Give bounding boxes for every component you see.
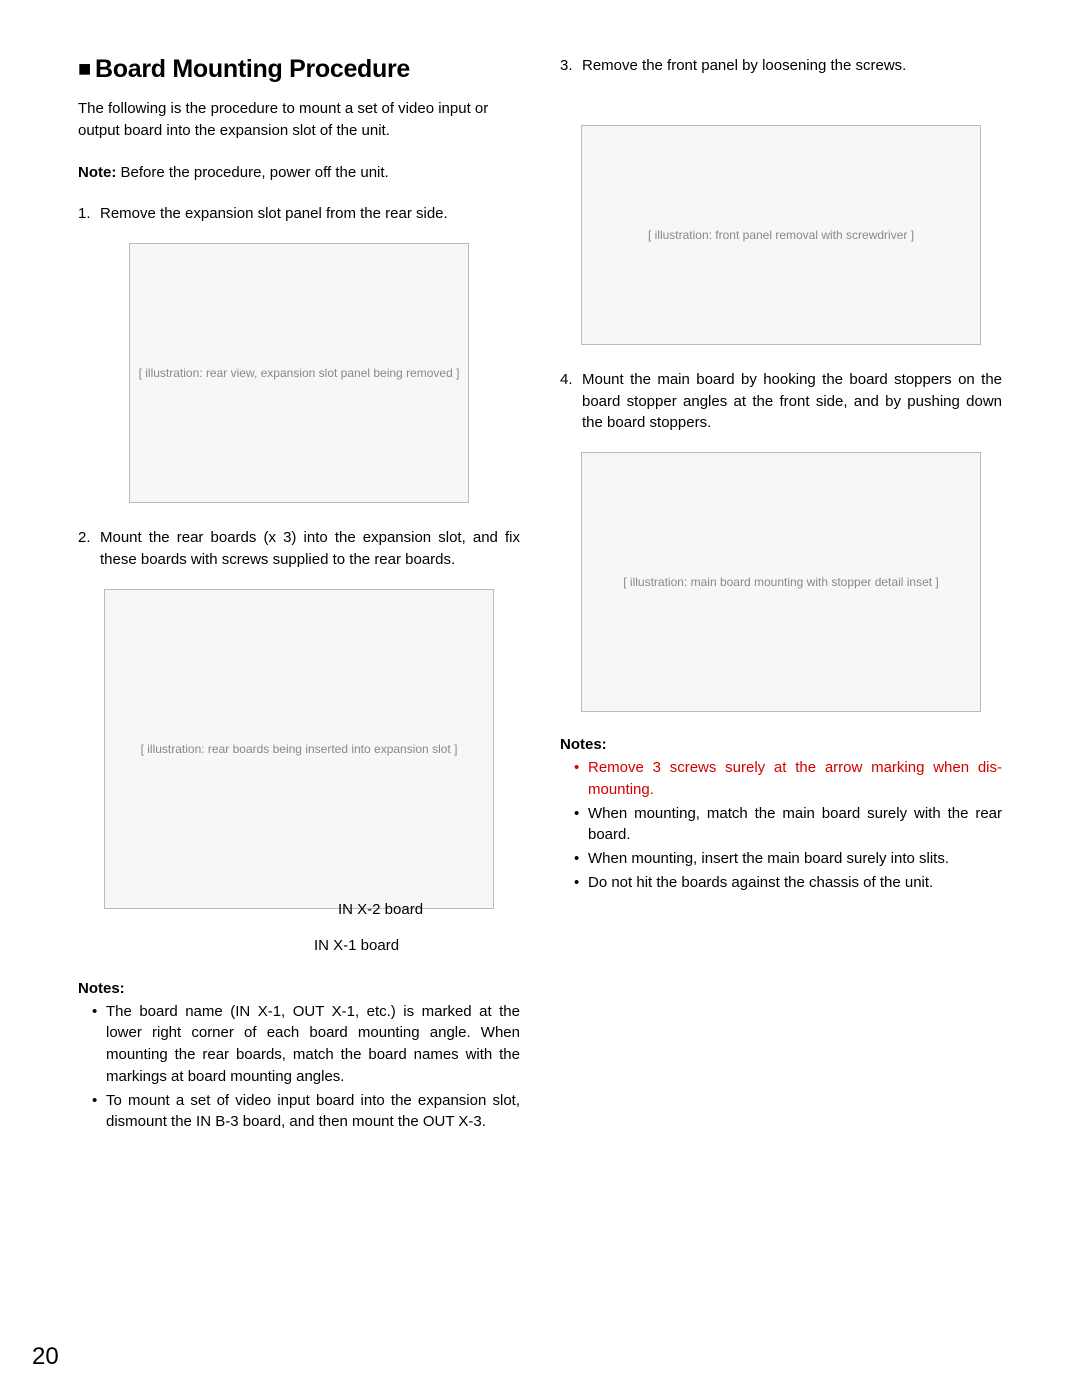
- right-note-3: When mounting, insert the main board sur…: [574, 848, 1002, 870]
- figure-1-placeholder: [ illustration: rear view, expansion slo…: [129, 243, 469, 503]
- right-notes: Remove 3 screws surely at the arrow mark…: [560, 757, 1002, 894]
- step-2: Mount the rear boards (x 3) into the exp…: [78, 527, 520, 571]
- right-note-4: Do not hit the boards against the chassi…: [574, 872, 1002, 894]
- figure-4-placeholder: [ illustration: main board mounting with…: [581, 452, 981, 712]
- left-steps-cont: Mount the rear boards (x 3) into the exp…: [78, 527, 520, 571]
- left-note-2: To mount a set of video input board into…: [92, 1090, 520, 1134]
- step-3: Remove the front panel by loosening the …: [560, 55, 1002, 77]
- step-4: Mount the main board by hooking the boar…: [560, 369, 1002, 434]
- pre-note: Note: Before the procedure, power off th…: [78, 162, 520, 184]
- figure-4: [ illustration: main board mounting with…: [560, 452, 1002, 712]
- fig2-label-2: IN X-1 board: [314, 935, 520, 958]
- figure-1: [ illustration: rear view, expansion slo…: [78, 243, 520, 503]
- right-note-1: Remove 3 screws surely at the arrow mark…: [574, 757, 1002, 801]
- figure-2-placeholder: [ illustration: rear boards being insert…: [104, 589, 494, 909]
- left-note-1: The board name (IN X-1, OUT X-1, etc.) i…: [92, 1001, 520, 1088]
- figure-2: [ illustration: rear boards being insert…: [78, 589, 520, 909]
- page-number: 20: [32, 1343, 59, 1371]
- left-notes: The board name (IN X-1, OUT X-1, etc.) i…: [78, 1001, 520, 1134]
- section-heading: ■Board Mounting Procedure: [78, 55, 520, 84]
- heading-text: Board Mounting Procedure: [95, 55, 410, 83]
- pre-note-label: Note:: [78, 164, 116, 181]
- pre-note-text: Before the procedure, power off the unit…: [116, 164, 388, 181]
- right-steps: Remove the front panel by loosening the …: [560, 55, 1002, 77]
- figure-3: [ illustration: front panel removal with…: [560, 95, 1002, 345]
- right-notes-heading: Notes:: [560, 736, 1002, 753]
- square-icon: ■: [78, 56, 91, 82]
- right-steps-cont: Mount the main board by hooking the boar…: [560, 369, 1002, 434]
- figure-3-placeholder: [ illustration: front panel removal with…: [581, 125, 981, 345]
- step-1: Remove the expansion slot panel from the…: [78, 203, 520, 225]
- left-steps: Remove the expansion slot panel from the…: [78, 203, 520, 225]
- right-note-2: When mounting, match the main board sure…: [574, 803, 1002, 847]
- left-notes-heading: Notes:: [78, 980, 520, 997]
- intro-text: The following is the procedure to mount …: [78, 98, 520, 142]
